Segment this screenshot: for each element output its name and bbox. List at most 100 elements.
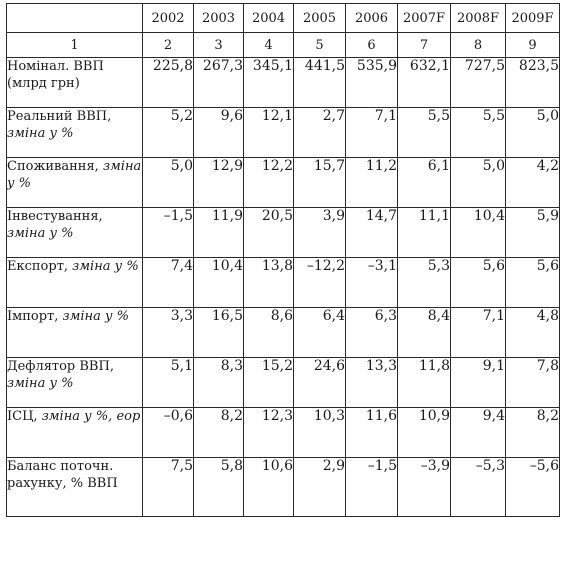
- row-label: Імпорт, зміна у %: [6, 307, 143, 358]
- value-cell: –3,1: [345, 257, 398, 308]
- row-label-text: Дефлятор ВВП,: [7, 359, 114, 374]
- row-label-unit: зміна у %, еор: [41, 409, 141, 424]
- row-label: Номінал. ВВП (млрд грн): [6, 57, 143, 108]
- value-cell: 7,5: [142, 457, 194, 517]
- row-label: Інвестування, зміна у %: [6, 207, 143, 258]
- value-cell: 5,6: [450, 257, 506, 308]
- column-number: 1: [6, 32, 143, 58]
- table-row: Споживання, зміна у % 5,0 12,9 12,2 15,7…: [6, 157, 560, 208]
- table-row: Дефлятор ВВП, зміна у % 5,1 8,3 15,2 24,…: [6, 357, 560, 408]
- value-cell: 8,2: [193, 407, 244, 458]
- value-cell: 10,4: [450, 207, 506, 258]
- value-cell: 2,9: [293, 457, 346, 517]
- value-cell: 535,9: [345, 57, 398, 108]
- header-row: 2002 2003 2004 2005 2006 2007F 2008F 200…: [6, 3, 560, 33]
- value-cell: 10,4: [193, 257, 244, 308]
- table-row: Імпорт, зміна у % 3,3 16,5 8,6 6,4 6,3 8…: [6, 307, 560, 358]
- value-cell: 225,8: [142, 57, 194, 108]
- value-cell: 5,0: [505, 107, 560, 158]
- value-cell: 11,6: [345, 407, 398, 458]
- row-label-text: ІСЦ,: [7, 409, 42, 424]
- value-cell: 3,3: [142, 307, 194, 358]
- header-year: 2006: [345, 3, 398, 33]
- value-cell: 12,9: [193, 157, 244, 208]
- row-label-text: Експорт,: [7, 259, 73, 274]
- value-cell: –1,5: [142, 207, 194, 258]
- row-label: Баланс поточн. рахунку, % ВВП: [6, 457, 143, 517]
- table-row: Експорт, зміна у % 7,4 10,4 13,8 –12,2 –…: [6, 257, 560, 308]
- value-cell: 7,1: [345, 107, 398, 158]
- row-label: ІСЦ, зміна у %, еор: [6, 407, 143, 458]
- value-cell: –12,2: [293, 257, 346, 308]
- header-year: 2008F: [450, 3, 506, 33]
- value-cell: –1,5: [345, 457, 398, 517]
- value-cell: 2,7: [293, 107, 346, 158]
- value-cell: 5,9: [505, 207, 560, 258]
- macro-indicators-table: 2002 2003 2004 2005 2006 2007F 2008F 200…: [6, 3, 560, 517]
- value-cell: 11,8: [397, 357, 451, 408]
- row-label-text: Імпорт,: [7, 309, 63, 324]
- value-cell: 823,5: [505, 57, 560, 108]
- header-year: 2007F: [397, 3, 451, 33]
- value-cell: 5,1: [142, 357, 194, 408]
- value-cell: –5,3: [450, 457, 506, 517]
- value-cell: 15,2: [243, 357, 294, 408]
- value-cell: 5,3: [397, 257, 451, 308]
- row-label-unit: зміна у %: [7, 376, 74, 391]
- column-number: 6: [345, 32, 398, 58]
- value-cell: 14,7: [345, 207, 398, 258]
- value-cell: 13,8: [243, 257, 294, 308]
- row-label-text: Споживання,: [7, 159, 103, 174]
- row-label-text: Баланс поточн. рахунку, % ВВП: [7, 459, 118, 491]
- value-cell: 5,2: [142, 107, 194, 158]
- value-cell: 5,0: [142, 157, 194, 208]
- row-label: Споживання, зміна у %: [6, 157, 143, 208]
- column-number: 2: [142, 32, 194, 58]
- header-year: 2004: [243, 3, 294, 33]
- value-cell: 4,8: [505, 307, 560, 358]
- value-cell: 632,1: [397, 57, 451, 108]
- value-cell: 5,6: [505, 257, 560, 308]
- value-cell: 20,5: [243, 207, 294, 258]
- column-number: 3: [193, 32, 244, 58]
- value-cell: 6,4: [293, 307, 346, 358]
- row-label-unit: зміна у %: [62, 309, 130, 324]
- value-cell: 13,3: [345, 357, 398, 408]
- column-number: 4: [243, 32, 294, 58]
- value-cell: 11,9: [193, 207, 244, 258]
- header-year: 2005: [293, 3, 346, 33]
- header-year: 2003: [193, 3, 244, 33]
- table-row: Номінал. ВВП (млрд грн) 225,8 267,3 345,…: [6, 57, 560, 108]
- value-cell: 12,3: [243, 407, 294, 458]
- value-cell: 7,4: [142, 257, 194, 308]
- row-label-unit: зміна у %: [72, 259, 139, 274]
- column-number: 9: [505, 32, 560, 58]
- value-cell: 6,1: [397, 157, 451, 208]
- value-cell: 11,2: [345, 157, 398, 208]
- value-cell: 8,6: [243, 307, 294, 358]
- column-number-row: 1 2 3 4 5 6 7 8 9: [6, 32, 560, 58]
- value-cell: 5,5: [450, 107, 506, 158]
- row-label-text: Реальний ВВП,: [7, 109, 112, 124]
- value-cell: –3,9: [397, 457, 451, 517]
- row-label-unit: зміна у %: [7, 226, 74, 241]
- value-cell: 15,7: [293, 157, 346, 208]
- header-year: 2009F: [505, 3, 560, 33]
- value-cell: 11,1: [397, 207, 451, 258]
- row-label: Експорт, зміна у %: [6, 257, 143, 308]
- row-label-unit: зміна у %: [7, 126, 74, 141]
- row-label-unit: зміна у %: [7, 159, 142, 191]
- value-cell: 9,1: [450, 357, 506, 408]
- column-number: 5: [293, 32, 346, 58]
- header-year: 2002: [142, 3, 194, 33]
- table-row: Інвестування, зміна у % –1,5 11,9 20,5 3…: [6, 207, 560, 258]
- row-label-text: Інвестування,: [7, 209, 103, 224]
- row-label: Дефлятор ВВП, зміна у %: [6, 357, 143, 408]
- value-cell: –0,6: [142, 407, 194, 458]
- value-cell: 9,6: [193, 107, 244, 158]
- value-cell: 267,3: [193, 57, 244, 108]
- value-cell: 12,2: [243, 157, 294, 208]
- value-cell: 727,5: [450, 57, 506, 108]
- value-cell: 5,5: [397, 107, 451, 158]
- value-cell: 5,8: [193, 457, 244, 517]
